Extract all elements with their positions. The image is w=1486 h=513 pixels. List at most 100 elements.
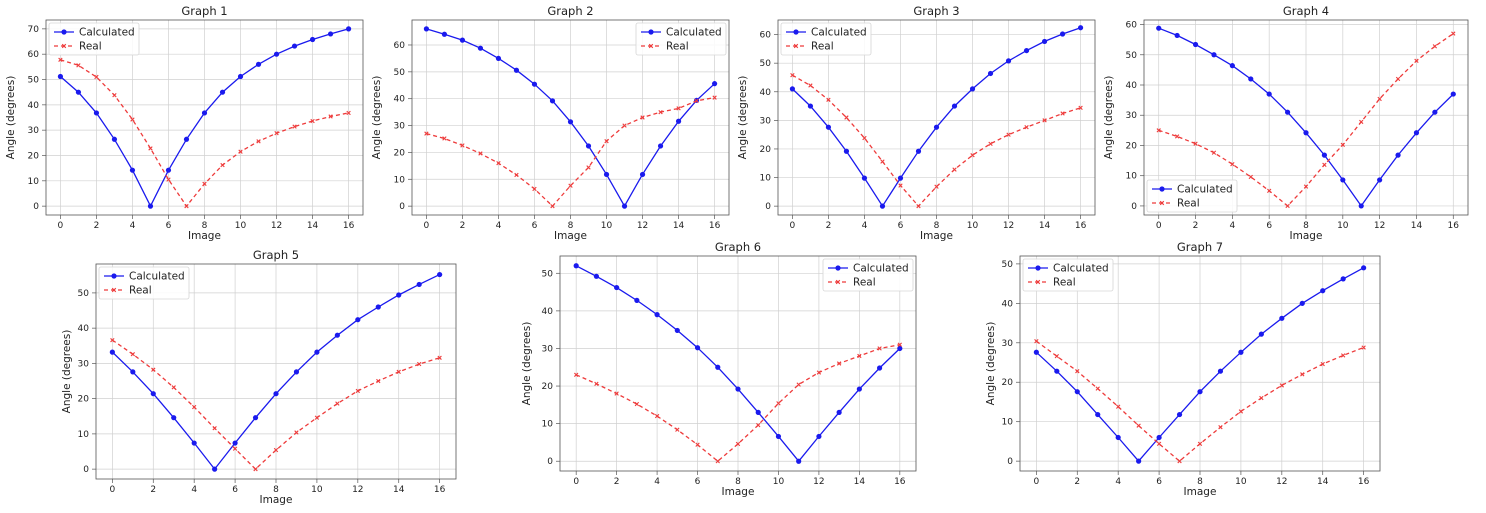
calculated-point — [876, 365, 883, 371]
real-point — [790, 72, 795, 78]
calculated-point — [1074, 389, 1080, 395]
calculated-point — [861, 175, 868, 181]
real-point — [1024, 125, 1029, 130]
x-tick-label: 0 — [573, 477, 579, 487]
calculated-point — [109, 349, 115, 355]
y-tick-label: 40 — [28, 101, 40, 111]
y-tick-label: 10 — [394, 175, 406, 185]
calculated-point — [1361, 265, 1367, 271]
calculated-legend-marker — [1035, 265, 1041, 271]
y-axis-label: Angle (degrees) — [737, 76, 749, 160]
real-point — [586, 165, 591, 170]
real-series-line — [112, 339, 440, 471]
chart-title: Graph 5 — [253, 248, 299, 262]
real-point — [166, 177, 171, 182]
x-axis-label: Image — [554, 230, 587, 242]
chart-title: Graph 7 — [1177, 240, 1223, 254]
real-point — [310, 118, 315, 124]
legend-label: Calculated — [853, 263, 909, 275]
calculated-point — [150, 391, 156, 397]
real-point — [1095, 386, 1100, 391]
calculated-point — [1279, 315, 1285, 321]
graph-2-chart: 0 2 4 6 8 10 12 14 16 0 10 20 30 40 50 60 Graph 2 Image An… — [371, 4, 730, 242]
legend-box — [780, 22, 872, 56]
real-point — [94, 74, 99, 80]
calculated-point — [897, 345, 903, 352]
real-point — [1042, 118, 1047, 123]
calculated-point — [1320, 288, 1326, 294]
y-tick-label: 10 — [28, 177, 40, 187]
x-tick-label: 12 — [1003, 221, 1014, 231]
x-axis-label: Image — [260, 494, 293, 506]
calculated-point — [755, 409, 761, 415]
y-tick-label: 0 — [547, 457, 553, 467]
calculated-point — [219, 89, 226, 95]
real-point — [274, 131, 279, 136]
graph-3-chart: 0 2 4 6 8 10 12 14 16 0 10 20 30 40 50 60 Graph 3 Image An… — [737, 4, 1096, 242]
x-tick-label: 4 — [1115, 477, 1121, 487]
calculated-point — [825, 124, 832, 130]
real-point — [614, 391, 619, 396]
calculated-point — [1054, 368, 1060, 374]
real-point — [836, 361, 842, 366]
calculated-legend-marker — [111, 273, 117, 279]
real-point — [238, 149, 243, 154]
x-tick-label: 10 — [967, 221, 979, 231]
calculated-point — [1258, 331, 1264, 337]
real-point — [424, 131, 429, 136]
calculated-point — [675, 118, 682, 124]
calculated-point — [856, 386, 862, 392]
y-axis-label: Angle (degrees) — [61, 330, 73, 414]
real-point — [1211, 150, 1217, 155]
x-tick-label: 0 — [1033, 477, 1039, 487]
real-point — [376, 378, 381, 384]
y-axis-label: Angle (degrees) — [5, 76, 17, 160]
calculated-point — [255, 61, 262, 67]
real-point — [1300, 372, 1305, 377]
calculated-point — [549, 98, 556, 104]
calculated-point — [237, 73, 244, 80]
legend-box — [822, 258, 914, 292]
real-point — [1197, 441, 1203, 446]
x-tick-label: 4 — [130, 221, 136, 231]
real-point — [970, 153, 975, 158]
calculated-point — [1266, 91, 1272, 97]
y-tick-label: 0 — [399, 202, 405, 212]
legend: Calculated Real — [635, 22, 727, 56]
calculated-point — [915, 148, 922, 154]
calculated-point — [129, 167, 136, 173]
x-tick-label: 14 — [307, 221, 319, 231]
real-series-line — [575, 344, 900, 463]
calculated-point — [987, 70, 994, 77]
calculated-point — [969, 86, 976, 92]
real-point — [256, 139, 261, 144]
real-point — [1075, 369, 1080, 374]
calculated-point — [836, 409, 842, 415]
calculated-point — [252, 415, 259, 421]
y-tick-label: 50 — [78, 289, 90, 299]
legend-box — [48, 22, 140, 56]
x-tick-label: 6 — [166, 221, 172, 231]
real-point — [594, 381, 599, 386]
real-point — [796, 382, 801, 387]
y-tick-label: 0 — [83, 465, 89, 475]
real-legend-marker — [793, 43, 799, 49]
real-point — [1218, 425, 1223, 430]
y-tick-label: 20 — [28, 151, 40, 161]
x-tick-label: 4 — [1229, 221, 1235, 231]
chart-title: Graph 4 — [1283, 4, 1329, 18]
x-tick-label: 0 — [790, 221, 796, 231]
real-point — [1115, 404, 1121, 409]
y-tick-label: 0 — [765, 202, 771, 212]
x-tick-label: 6 — [695, 477, 701, 487]
real-point — [1248, 174, 1253, 180]
legend-box — [1146, 179, 1238, 213]
calculated-point — [147, 203, 154, 209]
graph-6-chart: 0 2 4 6 8 10 12 14 16 0 10 20 30 40 50 Graph 6 Image Angl… — [521, 240, 917, 498]
real-point — [112, 93, 117, 98]
x-tick-label: 2 — [150, 485, 156, 495]
real-point — [735, 441, 741, 447]
real-point — [212, 426, 217, 431]
real-point — [1340, 142, 1346, 148]
real-point — [1414, 58, 1419, 64]
